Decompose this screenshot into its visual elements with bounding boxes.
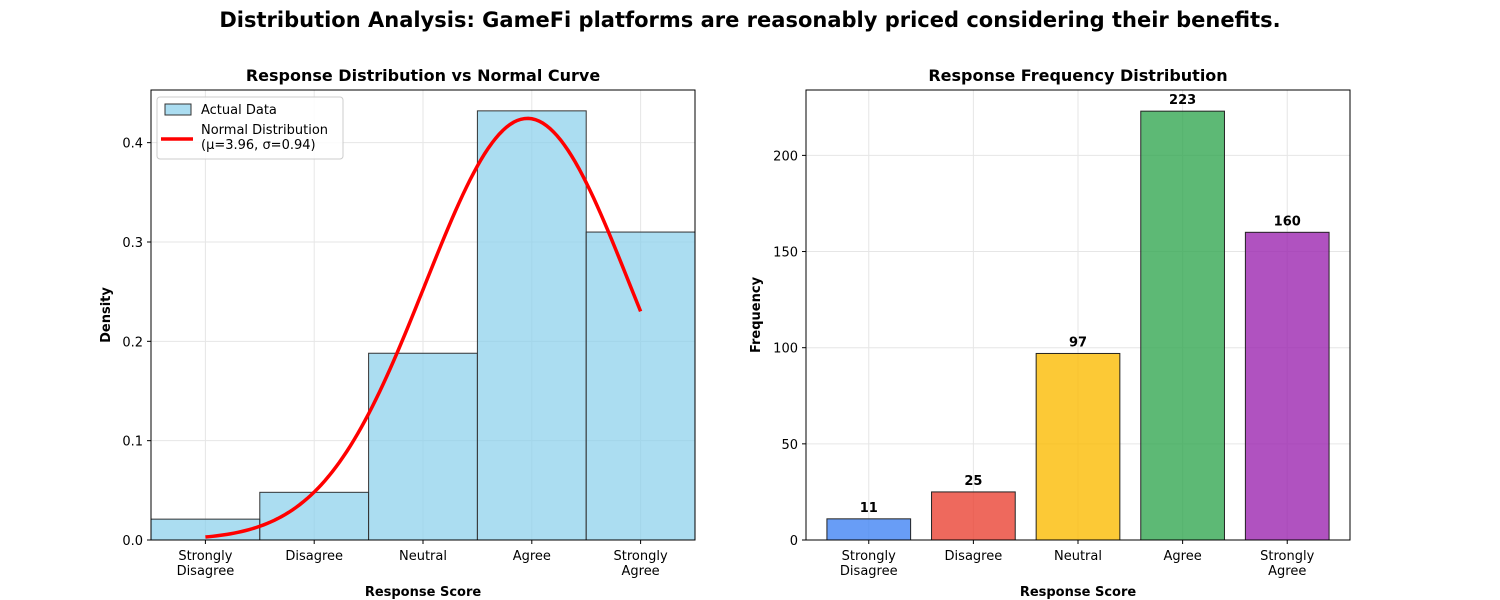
y-tick-label: 200 (773, 149, 798, 164)
x-tick-label: Strongly Agree (614, 549, 668, 579)
normal-curve-line (205, 116, 643, 539)
y-tick-label: 150 (773, 246, 798, 261)
y-axis-label: Density (99, 287, 114, 343)
bar-value-label: 223 (1169, 93, 1196, 108)
legend-box (156, 96, 344, 160)
histogram-bar (476, 110, 587, 541)
y-tick-label: 0 (790, 534, 798, 549)
chart-title: Response Distribution vs Normal Curve (246, 66, 600, 85)
x-tick-label: Strongly Disagree (177, 549, 235, 579)
bar-value-label: 160 (1274, 214, 1301, 229)
x-tick-label: Agree (513, 549, 551, 564)
y-tick-label: 0.0 (122, 534, 143, 549)
y-tick-label: 0.1 (122, 435, 143, 450)
y-tick-label: 0.4 (122, 137, 143, 152)
legend-label-actual: Actual Data (201, 103, 277, 118)
y-tick-label: 100 (773, 342, 798, 357)
y-tick-label: 50 (781, 438, 798, 453)
histogram-bar (585, 231, 696, 541)
y-tick-label: 0.3 (122, 236, 143, 251)
x-tick-label: Disagree (285, 549, 343, 564)
frequency-bar (1244, 231, 1330, 541)
histogram-bar (368, 352, 478, 541)
frequency-bar-chart: 11 25 97 223 160 Strongly Disagree Disagree Neut… (749, 66, 1351, 600)
x-axis-label: Response Score (365, 585, 482, 600)
frequency-bar (826, 518, 912, 541)
x-tick-label: Strongly Agree (1260, 549, 1314, 579)
histogram-bar (259, 491, 370, 541)
histogram-chart: Strongly Disagree Disagree Neutral Agree Stro… (99, 66, 696, 600)
chart-title: Response Frequency Distribution (928, 66, 1227, 85)
x-tick-label: Disagree (945, 549, 1003, 564)
y-axis-label: Frequency (749, 276, 764, 353)
x-axis-label: Response Score (1020, 585, 1137, 600)
x-tick-label: Strongly Disagree (840, 549, 898, 579)
x-tick-label: Neutral (399, 549, 447, 564)
frequency-bar (1140, 110, 1225, 541)
x-tick-label: Agree (1164, 549, 1202, 564)
legend-label-normal: Normal Distribution (μ=3.96, σ=0.94) (201, 123, 328, 153)
bar-value-label: 11 (860, 501, 878, 516)
figure-title: Distribution Analysis: GameFi platforms … (219, 8, 1281, 32)
y-tick-label: 0.2 (122, 335, 143, 350)
frequency-bar (931, 491, 1016, 541)
x-tick-label: Neutral (1054, 549, 1102, 564)
frequency-bar (1035, 352, 1121, 541)
bar-value-label: 25 (964, 474, 982, 489)
bar-value-label: 97 (1069, 335, 1087, 350)
legend-swatch-actual (164, 103, 192, 116)
